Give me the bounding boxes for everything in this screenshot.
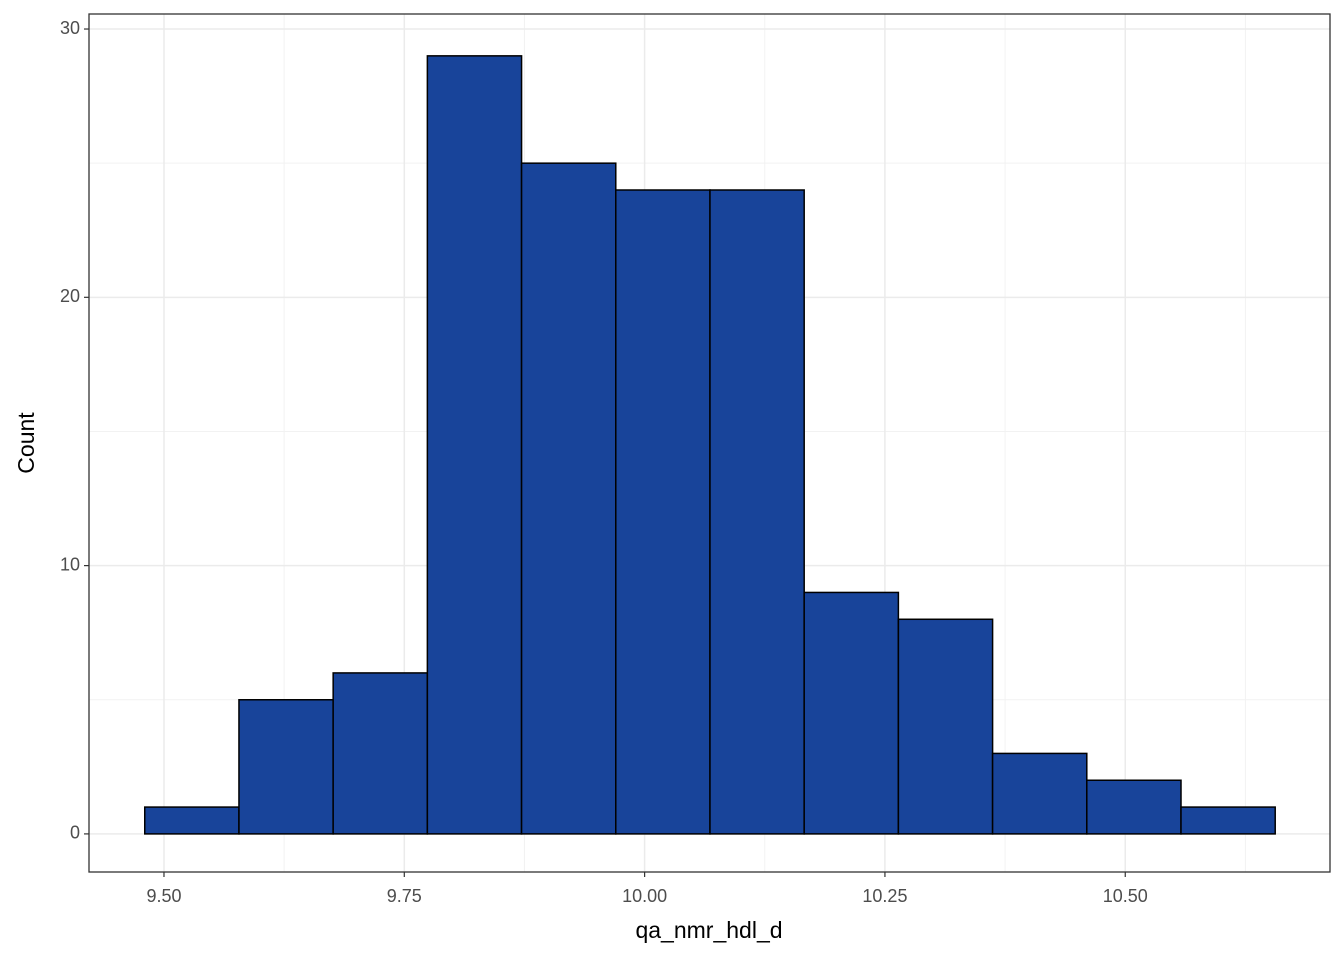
- bar: [991, 752, 1088, 835]
- y-tick-label: 20: [60, 286, 80, 306]
- y-tick-label: 10: [60, 554, 80, 574]
- bar: [426, 55, 523, 835]
- x-tick-label: 10.25: [862, 886, 907, 906]
- bar: [520, 162, 617, 835]
- bar: [238, 699, 334, 835]
- bar: [803, 591, 900, 835]
- bar: [897, 618, 994, 835]
- bar: [1086, 779, 1182, 835]
- bar: [1180, 806, 1276, 835]
- y-tick-label: 30: [60, 18, 80, 38]
- x-tick-label: 9.75: [387, 886, 422, 906]
- x-tick-label: 9.50: [146, 886, 181, 906]
- bar: [144, 806, 240, 835]
- x-axis-label: qa_nmr_hdl_d: [635, 917, 782, 943]
- y-axis-label: Count: [13, 412, 39, 474]
- plot-border: [88, 13, 1331, 873]
- bar: [709, 189, 805, 835]
- y-tick-label: 0: [70, 823, 80, 843]
- x-tick-label: 10.50: [1103, 886, 1148, 906]
- bar: [615, 189, 711, 835]
- x-tick-label: 10.00: [622, 886, 667, 906]
- bar: [332, 672, 429, 835]
